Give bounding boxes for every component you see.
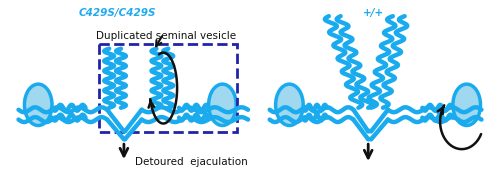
Text: C429S/C429S: C429S/C429S [78,8,156,18]
Ellipse shape [24,84,52,125]
Ellipse shape [276,84,303,125]
Text: +/+: +/+ [362,8,384,18]
Ellipse shape [453,84,480,125]
Text: Detoured  ejaculation: Detoured ejaculation [135,157,248,167]
Bar [100,44,237,132]
Ellipse shape [208,84,236,125]
Text: Duplicated seminal vesicle: Duplicated seminal vesicle [96,31,236,41]
